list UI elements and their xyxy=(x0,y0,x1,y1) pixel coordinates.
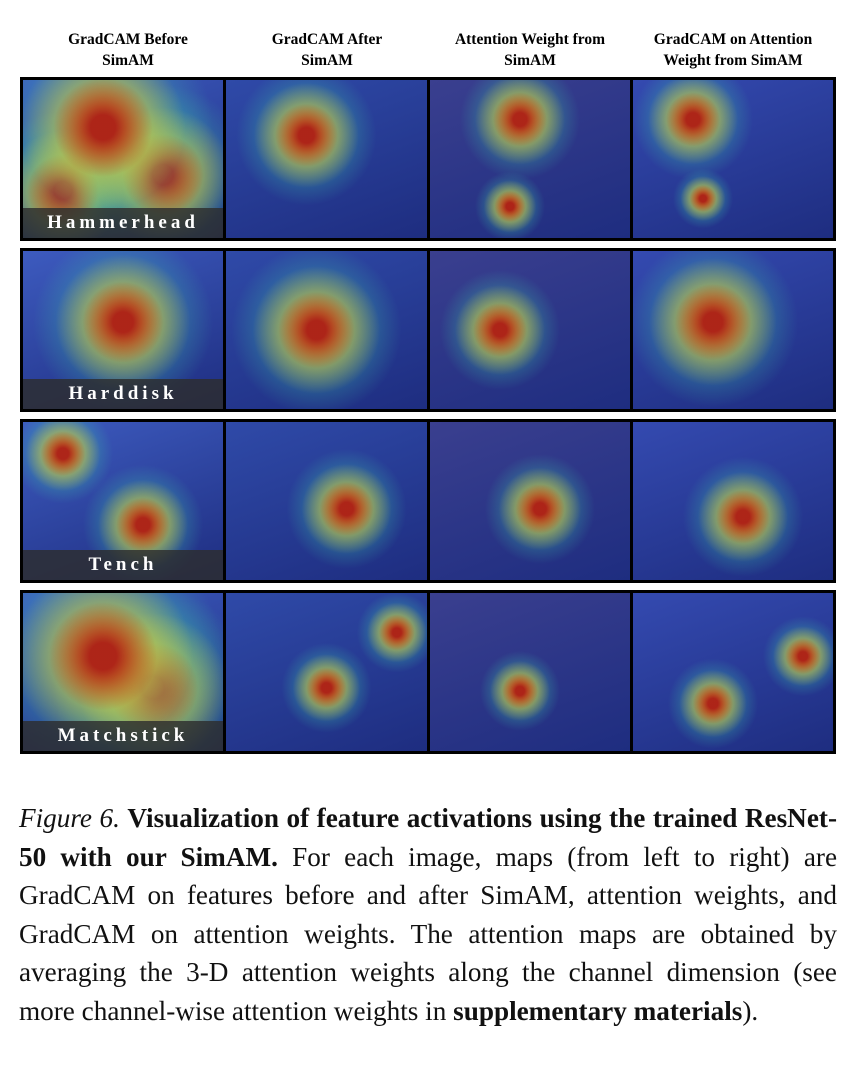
heatmap-image: Matchstick xyxy=(23,593,224,751)
heatmap-image: Hammerhead xyxy=(23,80,224,238)
column-header: GradCAM on Attention Weight from SimAM xyxy=(653,31,813,69)
caption-text: For each image, maps (from left to right… xyxy=(19,841,838,1026)
heatmap-image xyxy=(226,80,427,238)
row-label: Hammerhead xyxy=(23,208,223,238)
image-row: Tench xyxy=(20,419,836,583)
heatmap-image xyxy=(429,593,630,751)
heatmap-image xyxy=(429,422,630,580)
caption-emphasis: supplementary materials xyxy=(453,995,743,1026)
heatmap-image xyxy=(226,422,427,580)
heatmap-image xyxy=(429,80,630,238)
caption: Figure 6. Visualization of feature activ… xyxy=(19,799,837,1031)
heatmap-image xyxy=(632,80,833,238)
image-row: Harddisk xyxy=(20,248,836,412)
column-header: GradCAM After SimAM xyxy=(271,31,383,69)
caption-end: ). xyxy=(742,995,759,1026)
heatmap-image xyxy=(632,593,833,751)
image-row: Hammerhead xyxy=(20,77,836,241)
heatmap-image xyxy=(226,593,427,751)
heatmap-image xyxy=(429,251,630,409)
heatmap-image xyxy=(226,251,427,409)
row-label: Matchstick xyxy=(23,721,223,751)
heatmap-image xyxy=(632,251,833,409)
heatmap-image xyxy=(632,422,833,580)
heatmap-image: Harddisk xyxy=(23,251,224,409)
image-row: Matchstick xyxy=(20,590,836,754)
heatmap-image: Tench xyxy=(23,422,224,580)
row-label: Tench xyxy=(23,550,223,580)
column-header: Attention Weight from SimAM xyxy=(454,31,606,69)
column-header: GradCAM Before SimAM xyxy=(68,31,188,69)
caption-label: Figure 6. xyxy=(19,803,120,833)
row-label: Harddisk xyxy=(23,379,223,409)
caption-title: Visualization of feature activations usi… xyxy=(19,803,837,872)
